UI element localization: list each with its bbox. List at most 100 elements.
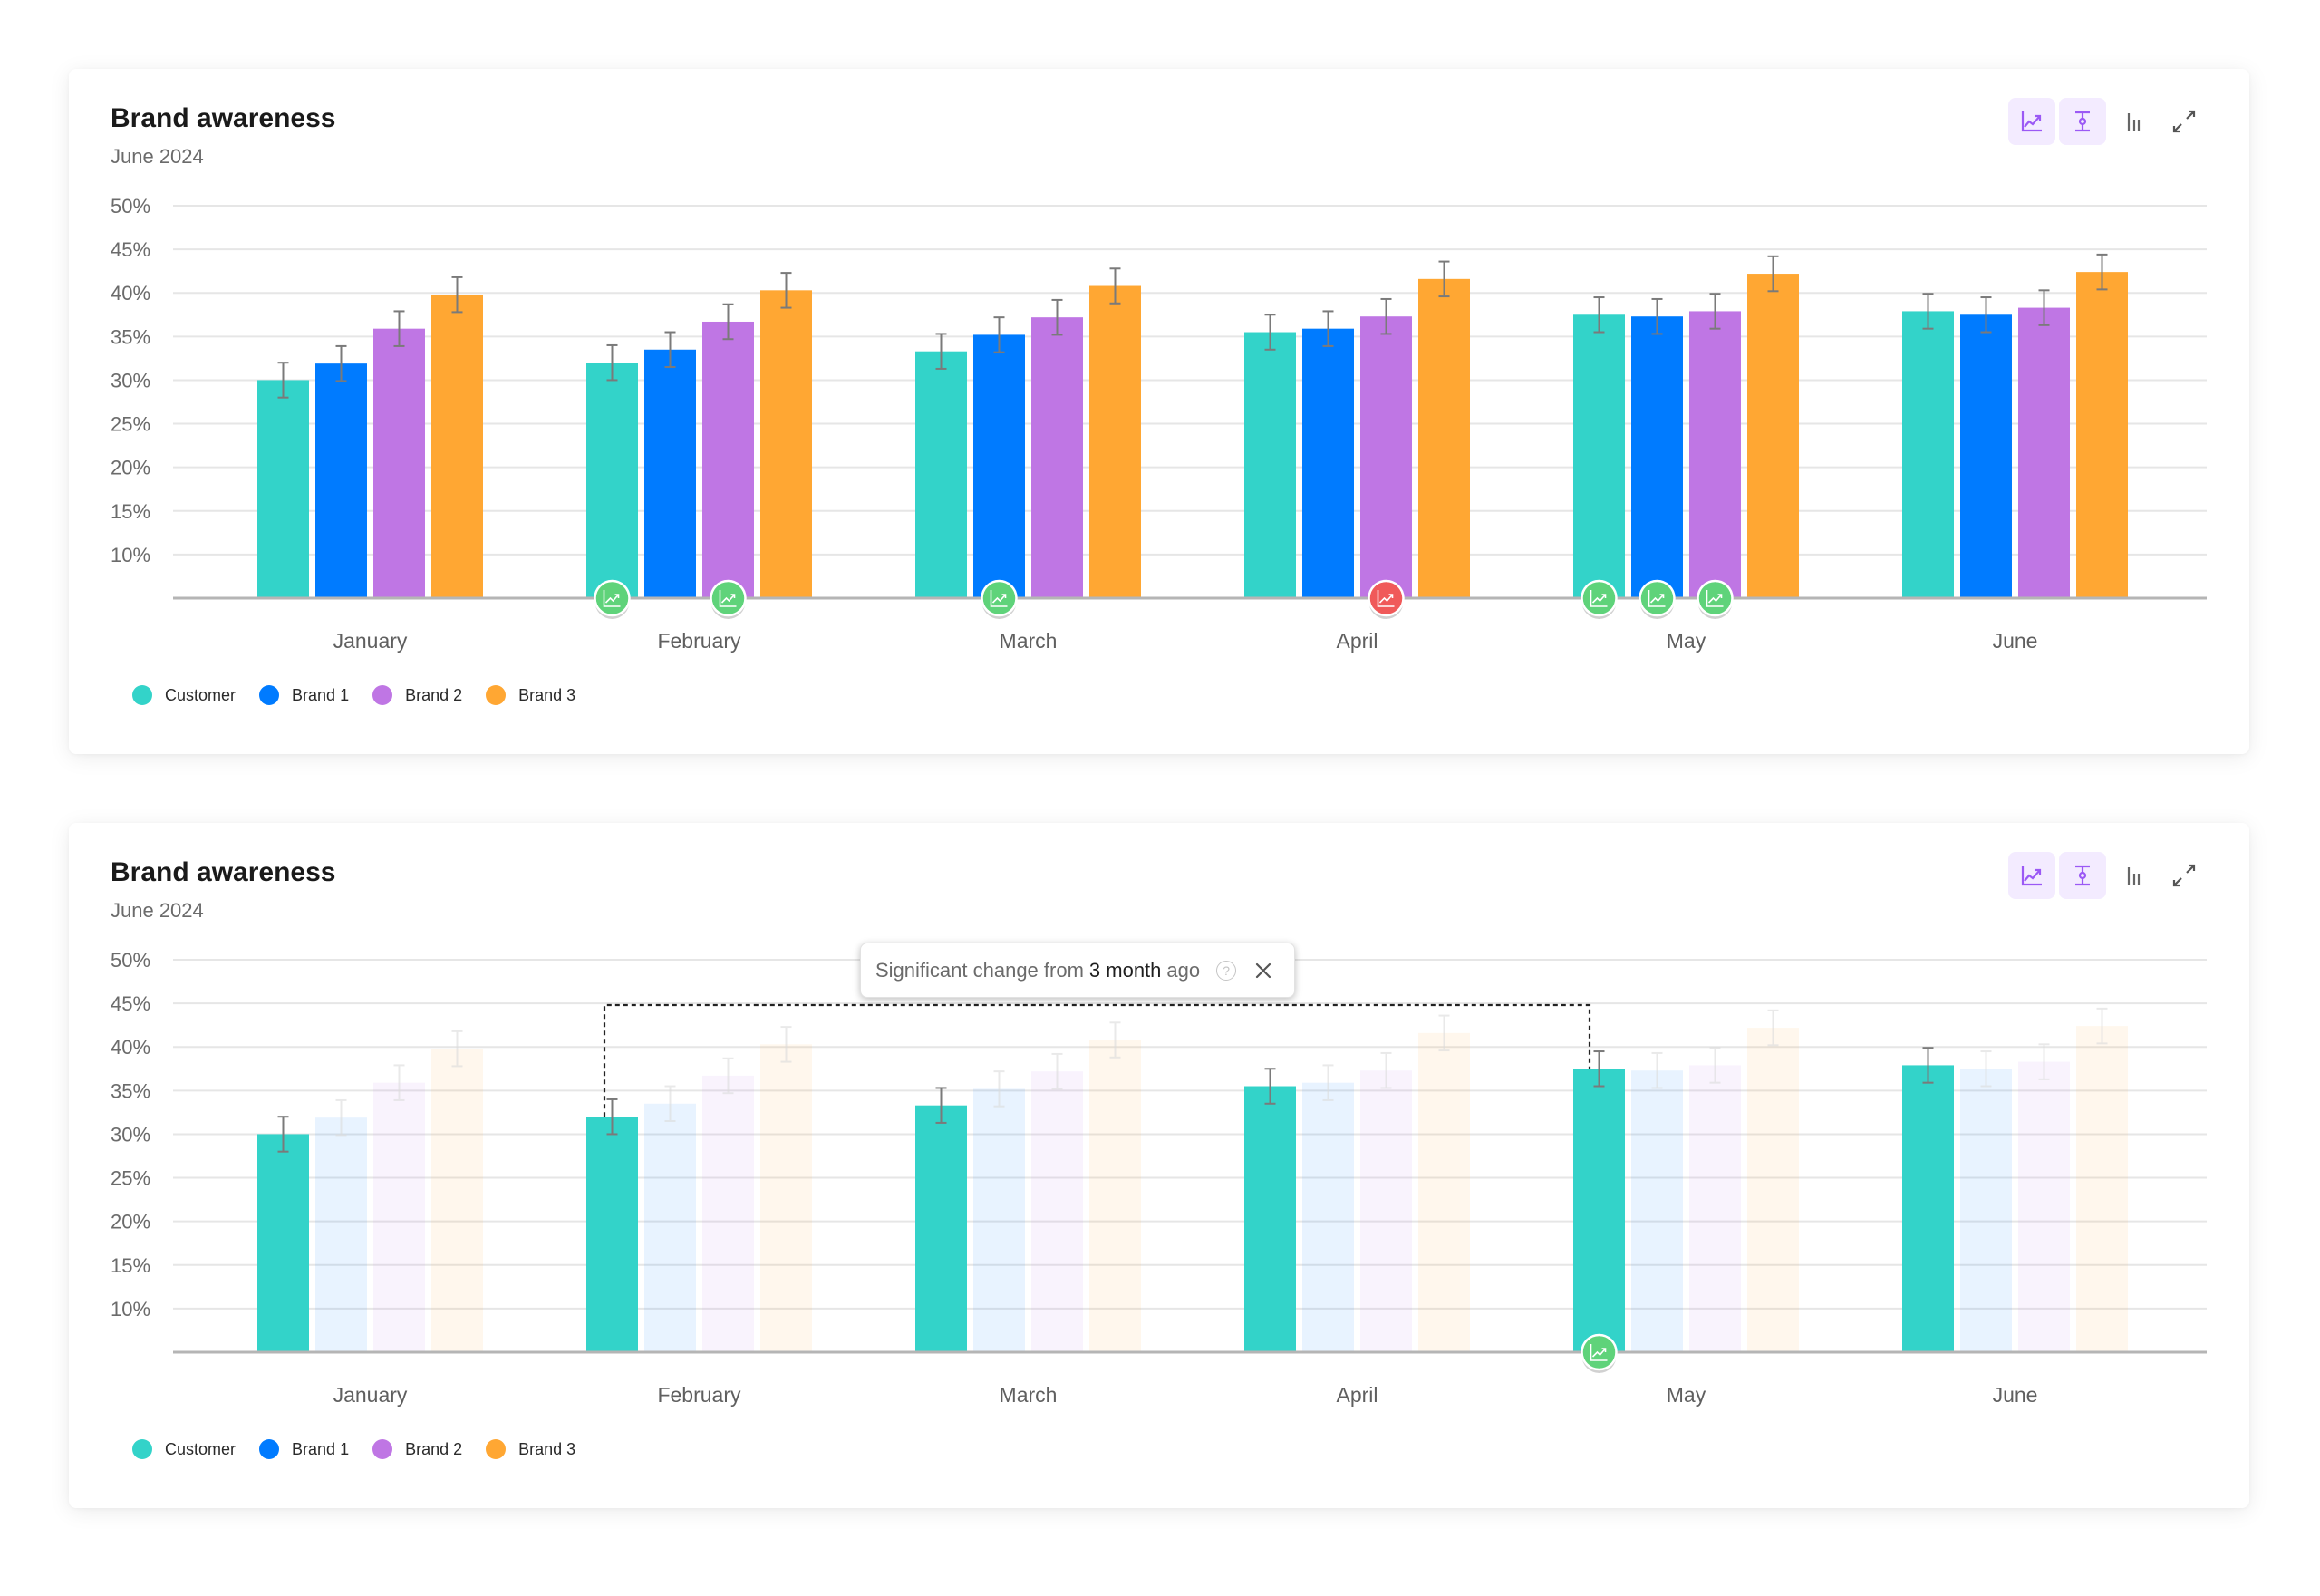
bar-customer-may[interactable]: [1573, 314, 1625, 598]
significance-badge-up[interactable]: [594, 579, 631, 619]
bar-brand-3-march[interactable]: [1089, 285, 1141, 598]
bar-brand-1-march[interactable]: [973, 1088, 1025, 1352]
bar-brand-1-june[interactable]: [1960, 1069, 2012, 1352]
legend-item-brand-1[interactable]: Brand 1: [259, 685, 349, 705]
bar-brand-2-may[interactable]: [1689, 1065, 1741, 1352]
bar-customer-january[interactable]: [257, 380, 309, 598]
tooltip-suffix: ago: [1166, 958, 1201, 982]
bar-brand-2-february[interactable]: [702, 321, 754, 598]
bar-brand-3-may[interactable]: [1747, 274, 1799, 598]
error-bar: [393, 310, 405, 347]
bar-brand-3-january[interactable]: [431, 1049, 483, 1352]
significance-badge-up[interactable]: [1580, 1333, 1618, 1373]
bar-customer-february[interactable]: [586, 363, 638, 598]
bar-brand-1-january[interactable]: [315, 363, 367, 598]
bar-brand-2-may[interactable]: [1689, 311, 1741, 598]
bar-brand-2-january[interactable]: [373, 1082, 425, 1352]
significance-badge-down[interactable]: [1368, 579, 1405, 619]
legend-item-brand-1[interactable]: Brand 1: [259, 1439, 349, 1459]
badge-circle: [1580, 1333, 1618, 1371]
error-bar: [1380, 297, 1392, 335]
chart-toolbar: [2008, 98, 2208, 145]
expand-button[interactable]: [2160, 98, 2208, 145]
significance-badge-up[interactable]: [1638, 579, 1676, 619]
bar-brand-1-january[interactable]: [315, 1117, 367, 1352]
bar-brand-2-april[interactable]: [1360, 1070, 1412, 1352]
significance-badge-up[interactable]: [981, 579, 1018, 619]
x-tick-label: March: [1000, 1383, 1058, 1407]
bar-brand-2-march[interactable]: [1031, 1071, 1083, 1352]
bar-brand-1-may[interactable]: [1631, 1070, 1683, 1352]
bar-brand-1-april[interactable]: [1302, 1082, 1354, 1352]
bar-brand-3-may[interactable]: [1747, 1028, 1799, 1352]
significance-badge-up[interactable]: [1580, 579, 1618, 619]
bar-customer-june[interactable]: [1902, 311, 1954, 598]
bar-brand-2-february[interactable]: [702, 1075, 754, 1352]
bar-brand-3-april[interactable]: [1418, 278, 1470, 598]
bar-brand-1-april[interactable]: [1302, 328, 1354, 598]
help-icon[interactable]: ?: [1216, 960, 1237, 981]
trend-up-icon: [990, 590, 1008, 607]
significance-badge-up[interactable]: [710, 579, 747, 619]
expand-button[interactable]: [2160, 852, 2208, 899]
error-bar: [780, 272, 792, 309]
trend-toggle-button[interactable]: [2008, 98, 2055, 145]
error-bar: [1922, 1047, 1934, 1084]
bar-customer-may[interactable]: [1573, 1069, 1625, 1352]
bar-brand-3-january[interactable]: [431, 295, 483, 598]
x-tick-label: May: [1667, 629, 1706, 653]
y-tick-label: 20%: [111, 1211, 150, 1233]
bar-customer-march[interactable]: [915, 1105, 967, 1352]
close-icon[interactable]: [1252, 960, 1274, 982]
legend-item-customer[interactable]: Customer: [132, 685, 236, 705]
error-bar: [1767, 1009, 1779, 1047]
bar-customer-march[interactable]: [915, 351, 967, 598]
bar-brand-2-january[interactable]: [373, 328, 425, 598]
error-bars-toggle-button[interactable]: [2059, 98, 2106, 145]
legend-swatch: [486, 1439, 507, 1459]
significance-badge-up[interactable]: [1696, 579, 1734, 619]
bar-brand-2-april[interactable]: [1360, 316, 1412, 598]
card-subtitle: June 2024: [111, 899, 204, 922]
legend-item-brand-2[interactable]: Brand 2: [372, 685, 462, 705]
bar-customer-april[interactable]: [1244, 1086, 1296, 1352]
bar-brand-3-april[interactable]: [1418, 1032, 1470, 1352]
legend-item-brand-3[interactable]: Brand 3: [486, 685, 575, 705]
bar-brand-3-february[interactable]: [760, 290, 812, 598]
bar-chart-button[interactable]: [2110, 852, 2157, 899]
bar-brand-1-february[interactable]: [644, 1103, 696, 1352]
bar-customer-february[interactable]: [586, 1117, 638, 1352]
bar-customer-january[interactable]: [257, 1134, 309, 1352]
bar-brand-1-march[interactable]: [973, 334, 1025, 598]
bar-brand-2-june[interactable]: [2018, 307, 2070, 598]
bar-brand-3-march[interactable]: [1089, 1040, 1141, 1352]
legend-item-customer[interactable]: Customer: [132, 1439, 236, 1459]
bar-brand-3-june[interactable]: [2076, 1026, 2128, 1352]
legend-swatch: [259, 685, 280, 705]
bar-customer-april[interactable]: [1244, 332, 1296, 598]
trend-toggle-button[interactable]: [2008, 852, 2055, 899]
bar-chart-button[interactable]: [2110, 98, 2157, 145]
bar-brand-1-may[interactable]: [1631, 316, 1683, 598]
trend-up-icon: [1590, 1344, 1608, 1361]
y-tick-label: 25%: [111, 413, 150, 436]
badge-circle: [1696, 579, 1734, 617]
bar-brand-3-june[interactable]: [2076, 272, 2128, 598]
error-bars-toggle-button[interactable]: [2059, 852, 2106, 899]
legend-label: Brand 1: [292, 1439, 350, 1458]
bar-brand-1-june[interactable]: [1960, 314, 2012, 598]
bar-brand-2-june[interactable]: [2018, 1061, 2070, 1352]
legend-item-brand-3[interactable]: Brand 3: [486, 1439, 575, 1459]
tooltip-highlight: 3 month: [1088, 958, 1162, 982]
legend-swatch: [132, 1439, 152, 1459]
badge-circle: [1368, 579, 1405, 617]
badge-circle: [1638, 579, 1676, 617]
legend-item-brand-2[interactable]: Brand 2: [372, 1439, 462, 1459]
bar-brand-3-february[interactable]: [760, 1044, 812, 1352]
bar-customer-june[interactable]: [1902, 1065, 1954, 1352]
bar-brand-1-february[interactable]: [644, 349, 696, 598]
badge-circle: [1580, 579, 1618, 617]
significance-tooltip: Significant change from 3 month ago ?: [860, 943, 1295, 998]
trend-chart-icon: [2021, 866, 2042, 886]
bar-brand-2-march[interactable]: [1031, 317, 1083, 598]
